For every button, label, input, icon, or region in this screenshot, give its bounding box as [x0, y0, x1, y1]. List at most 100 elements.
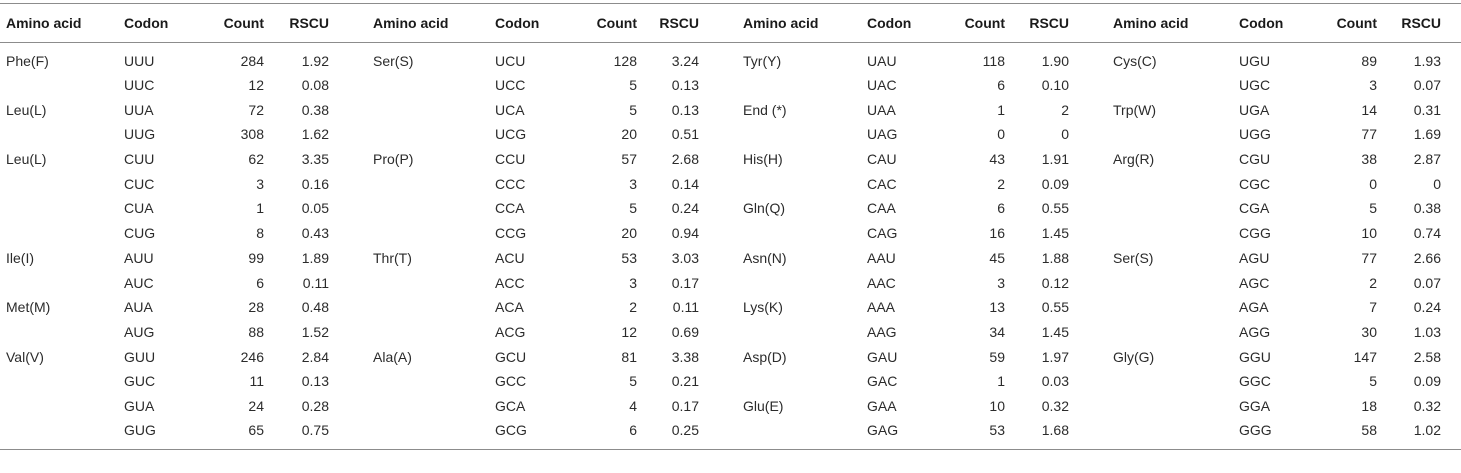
rscu-cell: 0.74 — [1413, 225, 1441, 242]
rscu-cell: 0.13 — [301, 373, 329, 390]
table-row: AUG 88 1.52 ACG 12 0.69 AAG 34 1.45 AGG 30 1.03 — [0, 320, 1461, 345]
header-codon: Codon — [1239, 3, 1309, 43]
amino-acid-cell — [373, 73, 495, 98]
spacer-cell — [329, 197, 373, 222]
amino-acid-cell — [1113, 271, 1239, 296]
count-cell: 1 — [256, 200, 264, 217]
count-cell: 7 — [1369, 299, 1377, 316]
amino-acid-cell — [373, 98, 495, 123]
amino-acid-cell: Leu(L) — [6, 151, 47, 168]
count-cell: 6 — [997, 200, 1005, 217]
codon-cell: CGC — [1239, 175, 1271, 192]
header-rscu: RSCU — [637, 3, 699, 43]
header-amino-acid: Amino acid — [1113, 3, 1239, 43]
amino-acid-cell: End (*) — [743, 101, 787, 118]
codon-cell: ACC — [495, 274, 525, 291]
codon-cell: AAA — [867, 299, 896, 316]
rscu-cell: 0.38 — [1413, 200, 1441, 217]
spacer-cell — [1069, 369, 1113, 394]
spacer-cell — [1069, 345, 1113, 370]
codon-cell: GUC — [124, 373, 156, 390]
table-body: Phe(F) UUU 284 1.92 Ser(S) UCU 128 3.24 Tyr(Y) UA… — [0, 43, 1461, 450]
header-codon: Codon — [124, 3, 194, 43]
count-cell: 3 — [256, 175, 264, 192]
amino-acid-cell: Val(V) — [6, 348, 44, 365]
table-row: Leu(L) UUA 72 0.38 UCA 5 0.13 End (*) UAA 1 2 Trp(W… — [0, 98, 1461, 123]
rscu-cell: 0.25 — [637, 418, 699, 450]
rscu-cell: 3.35 — [301, 151, 329, 168]
count-cell: 2 — [997, 175, 1005, 192]
rscu-cell: 0.10 — [1041, 77, 1069, 94]
spacer-cell — [329, 271, 373, 296]
count-cell: 308 — [240, 126, 264, 143]
amino-acid-cell — [1113, 394, 1239, 419]
spacer-cell — [699, 271, 743, 296]
rscu-cell: 0 — [1433, 175, 1441, 192]
rscu-cell: 1.62 — [301, 126, 329, 143]
count-cell: 147 — [1353, 348, 1377, 365]
amino-acid-cell — [373, 320, 495, 345]
codon-cell: ACA — [495, 299, 524, 316]
rscu-cell: 0.75 — [264, 418, 329, 450]
spacer-cell — [1441, 221, 1461, 246]
spacer-cell — [1069, 98, 1113, 123]
amino-acid-cell: Leu(L) — [6, 101, 47, 118]
rscu-cell: 0.13 — [671, 101, 699, 118]
count-cell: 11 — [249, 373, 264, 390]
amino-acid-cell: Glu(E) — [743, 397, 784, 414]
rscu-cell: 0.48 — [301, 299, 329, 316]
spacer-cell — [329, 98, 373, 123]
rscu-cell: 0.14 — [671, 175, 699, 192]
count-cell: 77 — [1361, 126, 1377, 143]
codon-cell: UGG — [1239, 126, 1271, 143]
header-rscu: RSCU — [1005, 3, 1069, 43]
spacer-cell — [699, 221, 743, 246]
codon-cell: CAC — [867, 175, 897, 192]
count-cell: 8 — [256, 225, 264, 242]
rscu-cell: 0.24 — [671, 200, 699, 217]
rscu-cell: 1.90 — [1041, 52, 1069, 69]
header-amino-acid: Amino acid — [6, 3, 124, 43]
spacer-cell — [1441, 123, 1461, 148]
codon-cell: UCA — [495, 101, 525, 118]
spacer-cell — [699, 147, 743, 172]
amino-acid-cell — [743, 73, 867, 98]
count-cell: 20 — [621, 126, 637, 143]
count-cell: 5 — [1369, 373, 1377, 390]
count-cell: 5 — [629, 373, 637, 390]
table-row: AUC 6 0.11 ACC 3 0.17 AAC 3 0.12 AGC 2 0.07 — [0, 271, 1461, 296]
spacer-cell — [1069, 320, 1113, 345]
count-cell: 3 — [629, 175, 637, 192]
codon-cell: UAU — [867, 52, 897, 69]
rscu-cell: 0.38 — [301, 101, 329, 118]
spacer-cell — [1069, 43, 1113, 74]
spacer-cell — [699, 197, 743, 222]
count-cell: 0 — [1369, 175, 1377, 192]
amino-acid-cell: Asn(N) — [743, 249, 787, 266]
count-cell: 13 — [989, 299, 1005, 316]
header-rscu: RSCU — [1377, 3, 1441, 43]
header-rscu: RSCU — [264, 3, 329, 43]
header-codon: Codon — [867, 3, 937, 43]
rscu-cell: 0.11 — [672, 299, 699, 316]
amino-acid-cell — [373, 394, 495, 419]
codon-cell: CCC — [495, 175, 526, 192]
count-cell: 53 — [937, 418, 1005, 450]
count-cell: 34 — [989, 323, 1005, 340]
table-row: Met(M) AUA 28 0.48 ACA 2 0.11 Lys(K) AAA 13 0.55 AG… — [0, 295, 1461, 320]
count-cell: 53 — [621, 249, 637, 266]
codon-cell: AGC — [1239, 274, 1270, 291]
codon-cell: CAU — [867, 151, 897, 168]
codon-cell: GGG — [1239, 418, 1309, 450]
header-count: Count — [937, 3, 1005, 43]
table-row: Leu(L) CUU 62 3.35 Pro(P) CCU 57 2.68 His(H) CAU 4… — [0, 147, 1461, 172]
spacer-cell — [1069, 3, 1113, 43]
table-row: Ile(I) AUU 99 1.89 Thr(T) ACU 53 3.03 Asn(N) AAU 4… — [0, 246, 1461, 271]
count-cell: 57 — [621, 151, 637, 168]
rscu-cell: 0.07 — [1413, 77, 1441, 94]
spacer-cell — [329, 418, 373, 450]
codon-cell: CAA — [867, 200, 896, 217]
amino-acid-cell: Ser(S) — [1113, 249, 1154, 266]
rscu-cell: 0.31 — [1413, 101, 1441, 118]
count-cell: 65 — [194, 418, 264, 450]
